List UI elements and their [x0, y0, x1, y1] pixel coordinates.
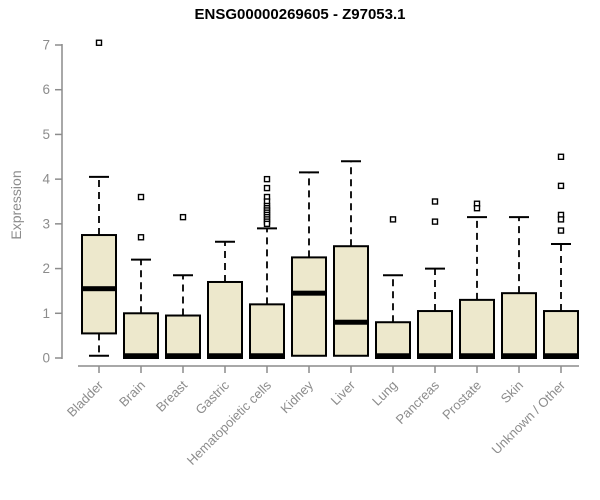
box-brain [123, 312, 159, 359]
y-tick-label: 7 [42, 38, 50, 53]
x-tick-label: Lung [369, 378, 400, 409]
outlier-hematopoietic-cells [263, 184, 271, 192]
x-tick-label: Unknown / Other [489, 377, 569, 457]
box-lung [375, 321, 411, 360]
median-skin [503, 353, 535, 359]
outlier-hematopoietic-cells [263, 220, 271, 228]
box-pancreas [417, 310, 453, 359]
y-tick-label: 6 [42, 82, 50, 97]
box-unknown-other [543, 310, 579, 359]
chart-title: ENSG00000269605 - Z97053.1 [194, 6, 406, 23]
median-liver [335, 319, 367, 325]
box-hematopoietic-cells [249, 303, 285, 360]
y-tick-label: 1 [42, 306, 50, 321]
x-tick-label: Skin [498, 378, 526, 406]
x-tick-label: Pancreas [393, 377, 443, 427]
box-kidney [291, 256, 327, 357]
x-tick-label: Bladder [64, 377, 107, 420]
outlier-unknown-other [557, 153, 565, 160]
y-tick-label: 3 [42, 216, 50, 231]
outlier-brain [137, 234, 145, 241]
y-tick-label: 0 [42, 351, 50, 366]
median-breast [167, 353, 199, 359]
median-pancreas [419, 353, 451, 359]
y-tick-label: 5 [42, 127, 50, 142]
x-tick-label: Kidney [277, 377, 316, 416]
x-tick-label: Prostate [439, 378, 484, 423]
box-liver [333, 245, 369, 357]
median-hematopoietic-cells [251, 353, 283, 359]
box-breast [165, 314, 201, 359]
outlier-hematopoietic-cells [263, 175, 271, 183]
outlier-breast [179, 213, 187, 221]
box-skin [501, 292, 537, 359]
x-tick-label: Breast [153, 377, 190, 414]
median-prostate [461, 353, 493, 359]
box-gastric [207, 280, 243, 359]
box-prostate [459, 298, 495, 359]
outlier-unknown-other [557, 182, 565, 190]
median-gastric [209, 353, 241, 359]
outlier-unknown-other [557, 227, 565, 234]
y-tick-label: 2 [42, 261, 50, 276]
outlier-lung [389, 216, 397, 223]
median-kidney [293, 290, 325, 296]
outlier-pancreas [431, 218, 439, 225]
median-bladder [83, 286, 115, 292]
median-brain [125, 353, 157, 359]
outlier-brain [137, 193, 145, 201]
x-tick-label: Brain [116, 378, 148, 410]
x-tick-label: Liver [328, 377, 359, 408]
median-unknown-other [545, 353, 577, 359]
outlier-pancreas [431, 198, 439, 205]
x-tick-label: Gastric [192, 377, 232, 417]
outlier-unknown-other [557, 216, 565, 223]
outlier-prostate [473, 205, 481, 212]
box-bladder [81, 234, 117, 335]
y-tick-label: 4 [42, 172, 50, 187]
median-lung [377, 353, 409, 359]
outlier-bladder [95, 39, 103, 46]
